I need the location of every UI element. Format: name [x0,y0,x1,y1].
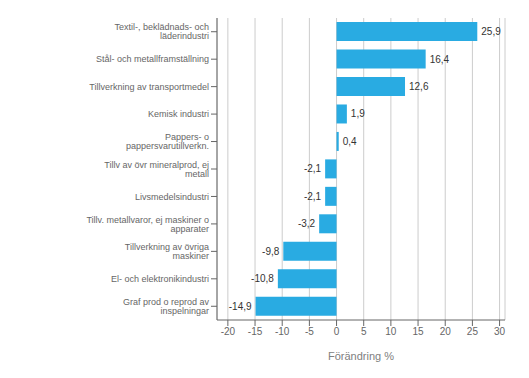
svg-text:-20: -20 [221,326,236,337]
svg-text:Textil-, beklädnads- ochläderi: Textil-, beklädnads- ochläderindustri [114,22,209,41]
svg-text:25: 25 [467,326,479,337]
svg-text:1,9: 1,9 [351,108,365,119]
svg-text:Stål- och metallframställning: Stål- och metallframställning [96,54,209,64]
svg-text:0: 0 [334,326,340,337]
svg-text:-10: -10 [275,326,290,337]
svg-text:0,4: 0,4 [343,136,357,147]
svg-text:30: 30 [494,326,506,337]
svg-text:16,4: 16,4 [430,54,450,65]
svg-text:25,9: 25,9 [481,26,501,37]
svg-text:-2,1: -2,1 [304,191,322,202]
svg-text:Kemisk industri: Kemisk industri [148,109,209,119]
svg-text:5: 5 [361,326,367,337]
svg-text:-14,9: -14,9 [229,301,252,312]
svg-text:-15: -15 [248,326,263,337]
svg-text:-9,8: -9,8 [262,246,280,257]
svg-text:Pappers- opappersvarutillverkn: Pappers- opappersvarutillverkn. [126,132,209,151]
svg-text:Graf prod o reprod avinspelnin: Graf prod o reprod avinspelningar [123,297,210,316]
svg-text:20: 20 [440,326,452,337]
svg-text:El- och elektronikindustri: El- och elektronikindustri [111,274,209,284]
svg-text:Förändring %: Förändring % [328,350,394,362]
svg-text:-10,8: -10,8 [251,273,274,284]
svg-text:12,6: 12,6 [409,81,429,92]
svg-text:Tillv. metallvaror, ej maskine: Tillv. metallvaror, ej maskiner oapparat… [86,215,209,234]
svg-text:-5: -5 [305,326,314,337]
svg-text:10: 10 [385,326,397,337]
svg-text:Livsmedelsindustri: Livsmedelsindustri [135,192,209,202]
svg-text:15: 15 [412,326,424,337]
svg-text:Tillverkning av transportmedel: Tillverkning av transportmedel [89,82,209,92]
svg-text:Tillv av övr mineralprod, ejme: Tillv av övr mineralprod, ejmetall [104,160,209,179]
svg-text:-3,2: -3,2 [298,218,316,229]
svg-text:-2,1: -2,1 [304,163,322,174]
svg-text:Tillverkning av övrigamaskiner: Tillverkning av övrigamaskiner [125,242,209,261]
